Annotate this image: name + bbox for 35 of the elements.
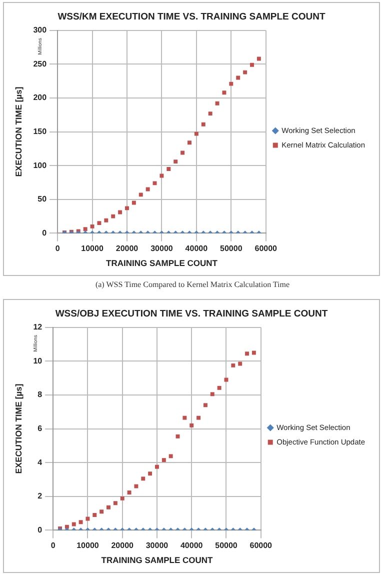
x-tick-label: 20000 xyxy=(111,541,134,550)
x-tick-label: 50000 xyxy=(220,244,243,254)
y-tick-label: 0 xyxy=(38,525,43,534)
x-tick-label: 50000 xyxy=(215,541,238,550)
y-tick-label: 4 xyxy=(38,458,43,467)
y-tick-label: 8 xyxy=(38,390,43,400)
y-tick-label: 12 xyxy=(33,322,43,332)
y-tick-label: 2 xyxy=(38,492,43,501)
x-tick-label: 30000 xyxy=(146,541,169,550)
x-tick-label: 30000 xyxy=(150,244,174,254)
x-tick-label: 60000 xyxy=(250,541,273,550)
x-tick-label: 40000 xyxy=(180,541,204,550)
x-tick-label: 0 xyxy=(50,541,56,550)
y-tick-label: 300 xyxy=(33,26,48,35)
y-tick-label: 50 xyxy=(38,194,48,204)
x-tick-label: 60000 xyxy=(254,244,278,254)
chart-title: WSS/OBJ EXECUTION TIME VS. TRAINING SAMPLE COUNT xyxy=(55,308,328,320)
y-tick-label: 150 xyxy=(33,127,48,136)
y-tick-label: 200 xyxy=(33,93,48,102)
x-axis-title: TRAINING SAMPLE COUNT xyxy=(106,258,218,268)
y-tick-label: 6 xyxy=(38,424,43,434)
x-tick-label: 20000 xyxy=(116,244,139,254)
text: (a) WSS Time Compared to Kernel Matrix Calculation Time xyxy=(94,279,291,291)
y-tick-label: 0 xyxy=(42,228,48,238)
x-tick-label: 40000 xyxy=(185,244,208,254)
y-axis-title: EXECUTION TIME [µs] xyxy=(13,86,24,177)
chart-title: WSS/KM EXECUTION TIME VS. TRAINING SAMPLE COUNT xyxy=(58,11,326,22)
y-tick-label: 10 xyxy=(33,356,43,366)
y-axis-title: EXECUTION TIME [µs] xyxy=(13,384,24,474)
x-tick-label: 10000 xyxy=(76,541,100,550)
y-tick-label: 250 xyxy=(33,59,48,68)
x-tick-label: 0 xyxy=(55,244,60,254)
y-tick-label: 100 xyxy=(33,160,48,170)
x-axis-title: TRAINING SAMPLE COUNT xyxy=(101,555,214,566)
x-tick-label: 10000 xyxy=(81,244,104,254)
